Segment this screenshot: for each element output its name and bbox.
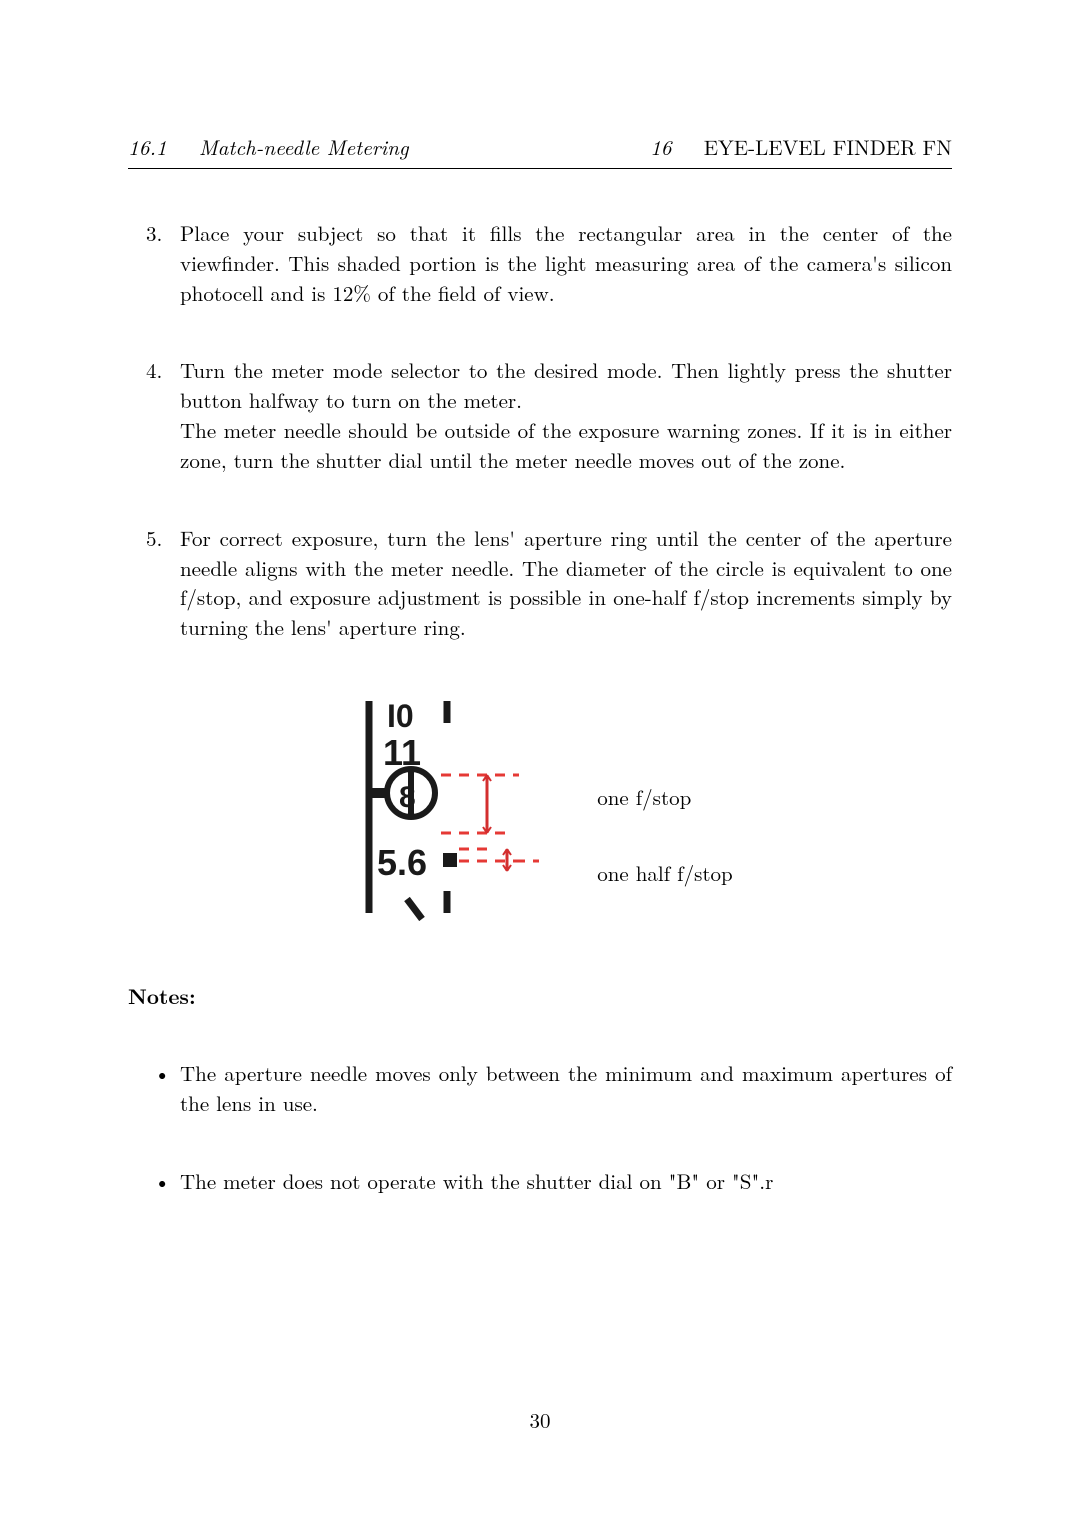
aperture-scale-figure: I0 11 8 5.6 <box>128 691 952 921</box>
header-title-left: Match-needle Metering <box>199 132 409 162</box>
item-text-a: Turn the meter mode selector to the desi… <box>180 355 952 415</box>
header-title-right: EYE-LEVEL FINDER FN <box>704 132 952 162</box>
label-full-fstop: one f/stop <box>597 782 732 812</box>
item-text-b: The meter needle should be outside of th… <box>180 415 952 475</box>
instruction-list: 3. Place your subject so that it fills t… <box>128 219 952 643</box>
note-text: The aperture needle moves only between t… <box>180 1058 952 1118</box>
header-section-num-right: 16 <box>650 132 671 162</box>
item-text: For correct exposure, turn the lens' ape… <box>180 523 952 642</box>
item-number: 4. <box>146 356 162 386</box>
item-number: 5. <box>146 524 162 554</box>
item-number: 3. <box>146 219 162 249</box>
page-number: 30 <box>0 1405 1080 1435</box>
instruction-item-4: 4. Turn the meter mode selector to the d… <box>180 356 952 475</box>
svg-text:I0: I0 <box>387 698 414 734</box>
instruction-item-3: 3. Place your subject so that it fills t… <box>180 219 952 308</box>
aperture-scale-svg: I0 11 8 5.6 <box>347 691 587 921</box>
page-header: 16.1 Match-needle Metering 16 EYE-LEVEL … <box>128 132 952 169</box>
label-half-fstop: one half f/stop <box>597 858 732 888</box>
note-text: The meter does not operate with the shut… <box>180 1166 773 1196</box>
note-item: The aperture needle moves only between t… <box>180 1059 952 1119</box>
notes-heading: Notes: <box>128 981 952 1011</box>
header-left: 16.1 Match-needle Metering <box>128 132 409 162</box>
item-text: Place your subject so that it fills the … <box>180 218 952 308</box>
note-item: The meter does not operate with the shut… <box>180 1167 952 1197</box>
header-section-num-left: 16.1 <box>128 132 167 162</box>
figure-labels: one f/stop one half f/stop <box>597 724 732 888</box>
header-right: 16 EYE-LEVEL FINDER FN <box>650 132 952 162</box>
svg-text:5.6: 5.6 <box>377 842 427 883</box>
instruction-item-5: 5. For correct exposure, turn the lens' … <box>180 524 952 643</box>
notes-list: The aperture needle moves only between t… <box>128 1059 952 1196</box>
svg-text:8: 8 <box>399 781 416 814</box>
